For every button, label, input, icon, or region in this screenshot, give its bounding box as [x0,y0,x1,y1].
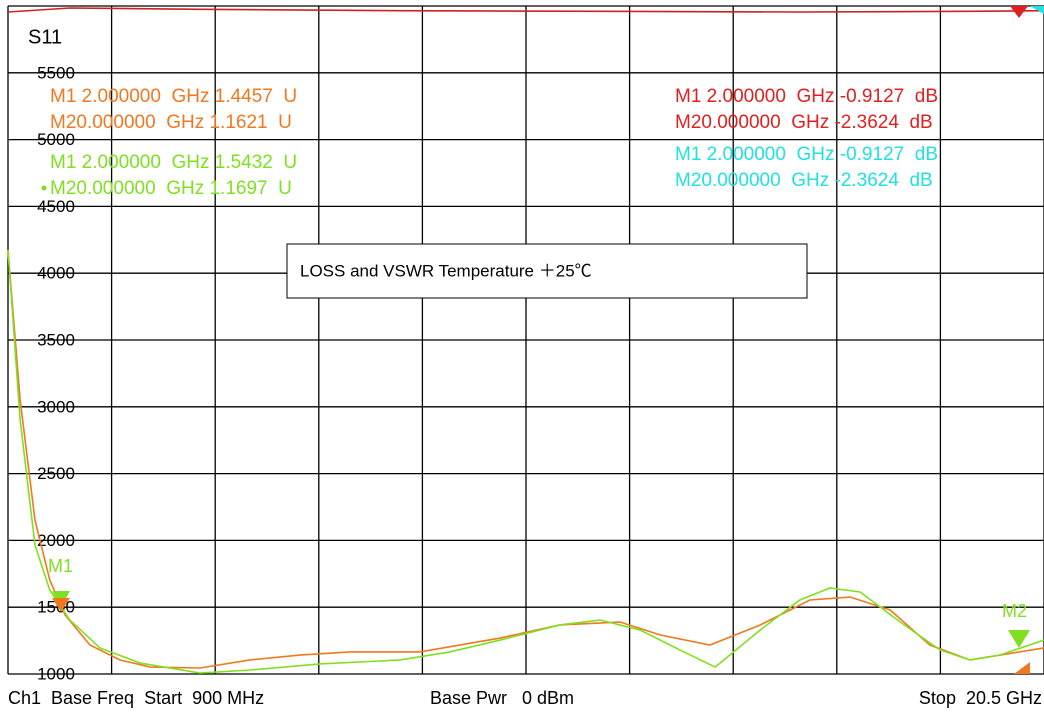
marker-triangle [52,598,70,612]
marker-label: M1 [48,556,73,576]
marker-readout: M20.000000 GHz 1.1621 U [50,112,292,133]
marker-readout: M20.000000 GHz 1.1697 U [50,178,292,199]
active-dot [41,185,47,191]
y-tick-label: 4000 [37,264,75,283]
traces [7,7,1044,674]
y-tick-label: 2500 [37,464,75,483]
marker-readout: M1 2.000000 GHz -0.9127 dB [675,86,938,107]
footer: Stop 20.5 GHz [919,688,1042,708]
y-tick-label: 1000 [37,664,75,683]
marker-triangle [1010,6,1028,18]
y-tick-label: 2000 [37,531,75,550]
marker-readout: M1 2.000000 GHz 1.4457 U [50,86,297,107]
marker-readout: M1 2.000000 GHz 1.5432 U [50,152,297,173]
marker-readout: M1 2.000000 GHz -0.9127 dB [675,144,938,165]
y-tick-label: 4500 [37,197,75,216]
y-tick-label: 5500 [37,63,75,82]
marker-triangle [1008,630,1030,648]
annotation-box [286,243,808,299]
chart-title: S11 [28,26,62,48]
y-tick-label: 3000 [37,397,75,416]
y-tick-label: 5000 [37,130,75,149]
marker-triangle [1014,662,1030,674]
annotation: LOSS and VSWR Temperature ＋25℃ [300,261,592,280]
footer: Ch1 Base Freq Start 900 MHz [8,688,264,708]
marker-readout: M20.000000 GHz -2.3624 dB [675,170,933,191]
y-tick-label: 3500 [37,330,75,349]
trace [7,7,1044,13]
marker-label: M2 [1002,601,1027,621]
trace [7,249,1044,674]
marker-triangle [1030,6,1044,14]
footer: Base Pwr 0 dBm [430,688,574,708]
marker-readout: M20.000000 GHz -2.3624 dB [675,112,933,133]
